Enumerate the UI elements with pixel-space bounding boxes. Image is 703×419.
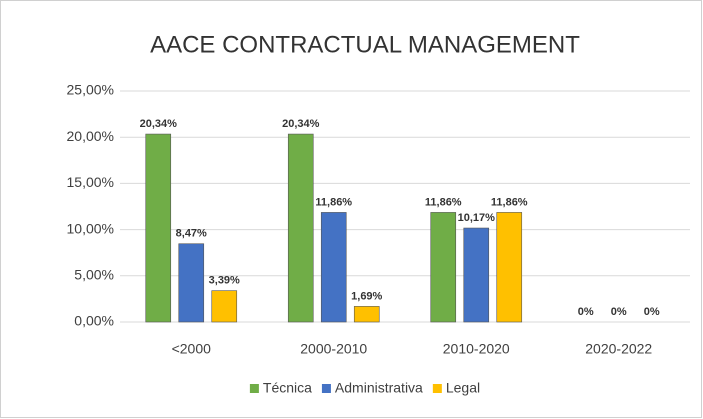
legend-label: Legal: [446, 380, 480, 396]
y-tick-label: 0,00%: [74, 313, 114, 329]
y-tick-label: 20,00%: [67, 128, 114, 144]
x-tick-label: <2000: [172, 341, 212, 357]
legend-swatch: [432, 384, 442, 393]
value-label: 10,17%: [458, 212, 496, 224]
x-tick-label: 2000-2010: [300, 341, 367, 357]
value-label: 20,34%: [282, 118, 320, 130]
value-label: 8,47%: [176, 228, 207, 240]
x-tick-label: 2010-2020: [443, 341, 510, 357]
value-label: 20,34%: [140, 118, 178, 130]
bar: [320, 212, 347, 323]
legend-swatch: [249, 384, 259, 393]
legend-label: Técnica: [263, 380, 312, 396]
legend-swatch: [321, 384, 331, 393]
bar: [145, 133, 172, 323]
x-tick-label: 2020-2022: [585, 341, 652, 357]
value-label: 1,69%: [351, 290, 382, 302]
bar: [287, 133, 314, 323]
bar: [463, 227, 490, 323]
legend-label: Administrativa: [335, 380, 423, 396]
value-label: 0%: [644, 306, 660, 318]
y-tick-label: 15,00%: [67, 174, 114, 190]
y-tick-label: 5,00%: [74, 267, 114, 283]
chart-title: AACE CONTRACTUAL MANAGEMENT: [150, 31, 580, 58]
value-label: 11,86%: [315, 196, 352, 208]
y-tick-label: 10,00%: [67, 220, 114, 236]
bar: [211, 290, 238, 323]
value-label: 11,86%: [425, 196, 462, 208]
bar: [178, 243, 205, 323]
bar: [353, 306, 380, 323]
value-label: 0%: [578, 306, 594, 318]
y-tick-label: 25,00%: [67, 82, 114, 98]
bar: [430, 212, 457, 323]
value-label: 0%: [611, 306, 627, 318]
value-label: 11,86%: [491, 196, 528, 208]
value-label: 3,39%: [209, 275, 240, 287]
bar: [496, 212, 523, 323]
